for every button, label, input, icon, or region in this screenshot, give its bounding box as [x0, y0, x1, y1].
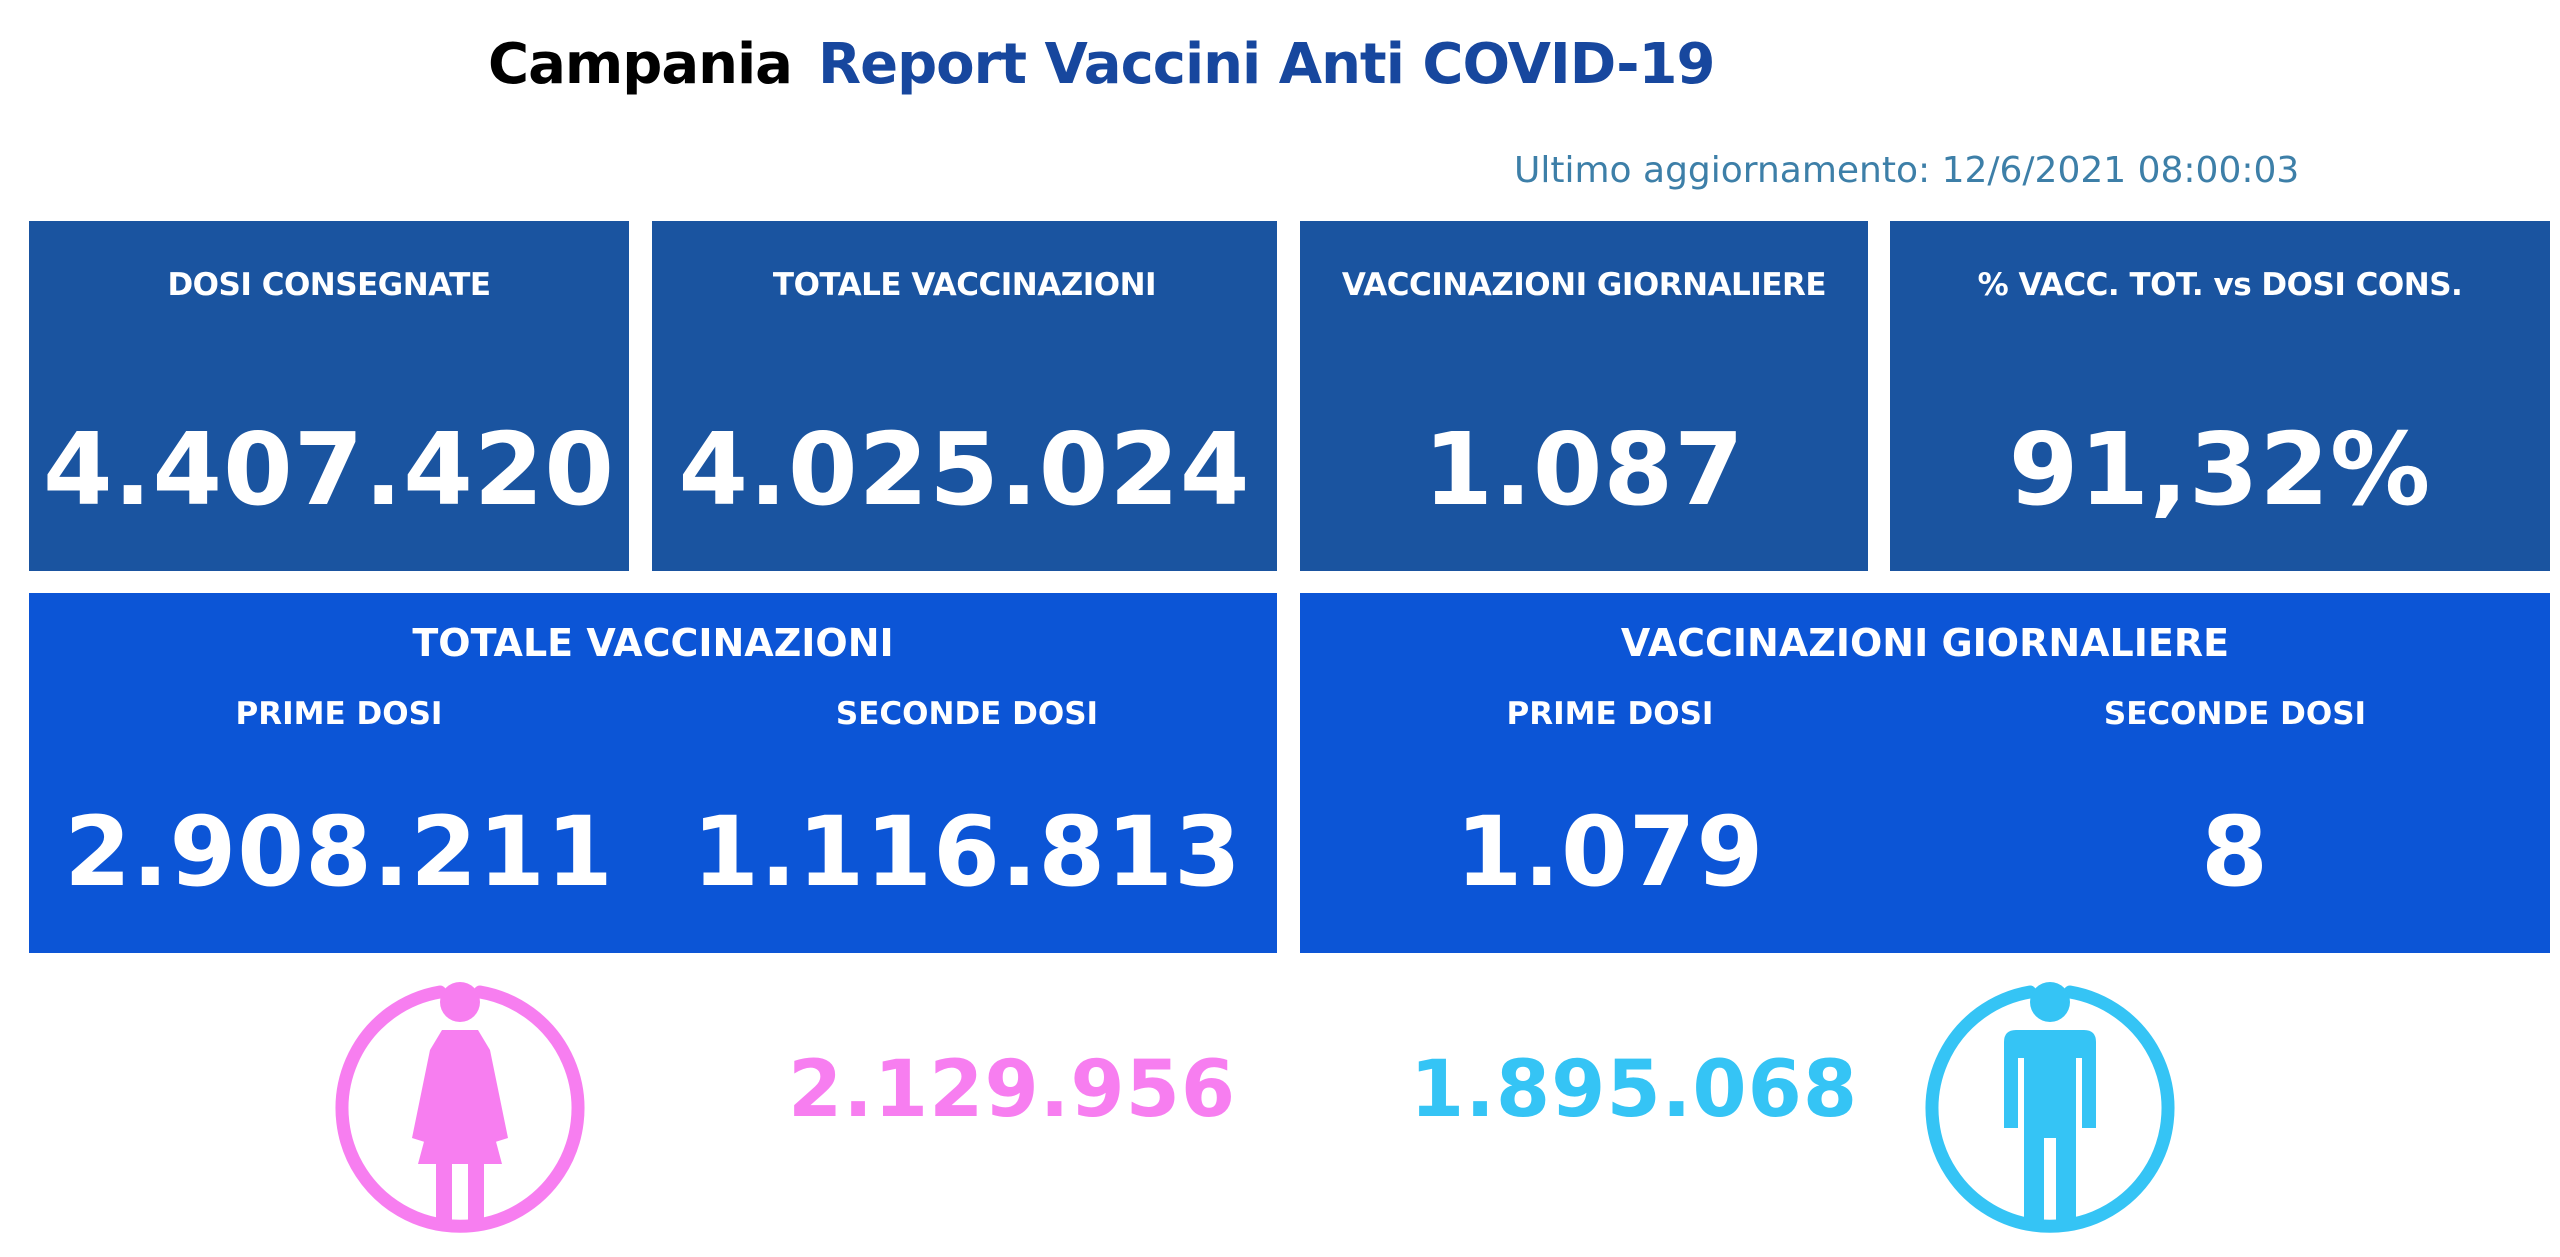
kpi-label: DOSI CONSEGNATE	[167, 267, 491, 303]
sub-value: 8	[2201, 796, 2269, 908]
report-title: Report Vaccini Anti COVID-19	[817, 32, 1715, 97]
kpi-label: VACCINAZIONI GIORNALIERE	[1341, 267, 1827, 303]
sub-label: PRIME DOSI	[1506, 696, 1714, 732]
male-person-icon	[1925, 982, 2175, 1233]
kpi-label: % VACC. TOT. vs DOSI CONS.	[1977, 267, 2463, 303]
sub-prime-dosi: PRIME DOSI 2.908.211	[29, 696, 649, 908]
panel-totale-vaccinazioni: TOTALE VACCINAZIONI PRIME DOSI 2.908.211…	[29, 593, 1277, 953]
sub-seconde-dosi: SECONDE DOSI 8	[1925, 696, 2545, 908]
panel-title: TOTALE VACCINAZIONI	[412, 621, 894, 665]
sub-prime-dosi: PRIME DOSI 1.079	[1300, 696, 1920, 908]
kpi-label: TOTALE VACCINAZIONI	[772, 267, 1157, 303]
kpi-card-dosi-consegnate: DOSI CONSEGNATE 4.407.420	[29, 221, 629, 571]
sub-value: 1.116.813	[692, 796, 1242, 908]
kpi-card-percentuale-vaccinazioni: % VACC. TOT. vs DOSI CONS. 91,32%	[1890, 221, 2550, 571]
sub-label: SECONDE DOSI	[835, 696, 1099, 732]
kpi-card-totale-vaccinazioni: TOTALE VACCINAZIONI 4.025.024	[652, 221, 1277, 571]
kpi-card-vaccinazioni-giornaliere: VACCINAZIONI GIORNALIERE 1.087	[1300, 221, 1868, 571]
sub-label: SECONDE DOSI	[2103, 696, 2367, 732]
female-vaccinations-value: 2.129.956	[788, 1045, 1237, 1135]
panel-title: VACCINAZIONI GIORNALIERE	[1620, 621, 2230, 665]
kpi-value: 4.407.420	[42, 411, 616, 528]
last-update-timestamp: Ultimo aggiornamento: 12/6/2021 08:00:03	[1514, 150, 2300, 191]
report-header: Campania Report Vaccini Anti COVID-19	[488, 32, 1715, 112]
kpi-value: 1.087	[1423, 411, 1745, 528]
panel-vaccinazioni-giornaliere: VACCINAZIONI GIORNALIERE PRIME DOSI 1.07…	[1300, 593, 2550, 953]
sub-value: 2.908.211	[64, 796, 614, 908]
region-title: Campania	[488, 32, 793, 97]
sub-seconde-dosi: SECONDE DOSI 1.116.813	[657, 696, 1277, 908]
female-person-icon	[335, 982, 585, 1233]
sub-value: 1.079	[1455, 796, 1765, 908]
kpi-value: 4.025.024	[678, 411, 1251, 528]
kpi-value: 91,32%	[2008, 411, 2432, 528]
male-vaccinations-value: 1.895.068	[1410, 1045, 1859, 1135]
sub-label: PRIME DOSI	[235, 696, 443, 732]
